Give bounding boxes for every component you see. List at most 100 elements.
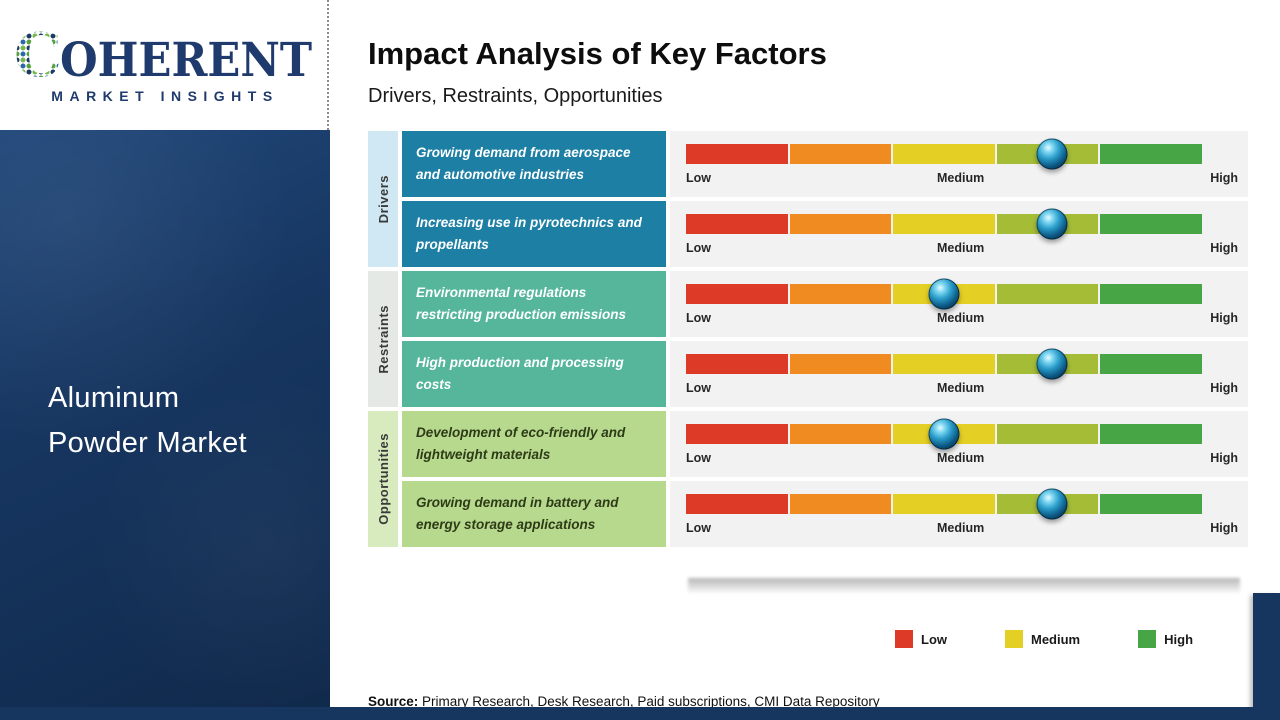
scale-segment-orange (789, 144, 892, 164)
scale-label-low: Low (686, 241, 711, 255)
scale-segment-yellow (893, 214, 995, 234)
scale-segment-orange (789, 214, 892, 234)
scale-label-high: High (1210, 451, 1238, 465)
legend-swatch-medium (1005, 630, 1023, 648)
factor-text: Development of eco-friendly and lightwei… (402, 411, 666, 477)
source-note: Source: Primary Research, Desk Research,… (368, 694, 880, 709)
factor-row: Environmental regulations restricting pr… (402, 271, 1248, 337)
impact-scale-bar (686, 208, 1202, 240)
scale-label-medium: Medium (936, 521, 985, 535)
impact-marker (1036, 138, 1068, 170)
bottom-accent-strip (0, 707, 1280, 720)
scale-segment-green (1100, 354, 1202, 374)
factor-row: Growing demand in battery and energy sto… (402, 481, 1248, 547)
page-title: Impact Analysis of Key Factors (368, 36, 827, 71)
scale-segment-green (1100, 284, 1202, 304)
legend-label: High (1164, 631, 1194, 647)
scale-segment-orange (789, 494, 892, 514)
factor-row: Development of eco-friendly and lightwei… (402, 411, 1248, 477)
scale-label-medium: Medium (936, 311, 985, 325)
brand-logo-wordmark: C OHERENT (14, 27, 312, 85)
impact-marker (1036, 488, 1068, 520)
legend-item-low: Low (895, 630, 947, 648)
reflection-shadow (688, 578, 1240, 594)
scale-segment-red (686, 214, 788, 234)
impact-bar-panel: Low Medium High (670, 481, 1248, 547)
group-label-opportunities: Opportunities (368, 411, 398, 547)
page-subtitle: Drivers, Restraints, Opportunities (368, 85, 663, 107)
scale-segment-olive (996, 284, 1099, 304)
impact-marker (928, 418, 960, 450)
impact-scale-bar (686, 418, 1202, 450)
factor-text: Increasing use in pyrotechnics and prope… (402, 201, 666, 267)
group-opportunities: Opportunities Development of eco-friendl… (368, 411, 1248, 547)
legend-label: Low (921, 631, 947, 647)
factor-text: High production and processing costs (402, 341, 666, 407)
legend: Low Medium High (895, 630, 1193, 648)
impact-analysis-chart: Drivers Growing demand from aerospace an… (368, 131, 1248, 551)
factor-text: Growing demand in battery and energy sto… (402, 481, 666, 547)
impact-scale-bar (686, 278, 1202, 310)
scale-labels: Low Medium High (686, 241, 1238, 255)
sidebar: Aluminum Powder Market (0, 130, 330, 720)
group-label-text: Restraints (375, 304, 391, 374)
factor-text: Environmental regulations restricting pr… (402, 271, 666, 337)
scale-segment-red (686, 424, 788, 444)
scale-segment-green (1100, 424, 1202, 444)
group-restraints: Restraints Environmental regulations res… (368, 271, 1248, 407)
brand-mosaic-c: C (14, 27, 62, 85)
factor-row: Increasing use in pyrotechnics and prope… (402, 201, 1248, 267)
scale-segment-orange (789, 424, 892, 444)
corner-accent-block (1253, 593, 1280, 720)
scale-label-medium: Medium (936, 381, 985, 395)
factor-text: Growing demand from aerospace and automo… (402, 131, 666, 197)
scale-label-high: High (1210, 311, 1238, 325)
scale-label-low: Low (686, 521, 711, 535)
scale-labels: Low Medium High (686, 311, 1238, 325)
scale-segment-red (686, 494, 788, 514)
scale-label-high: High (1210, 171, 1238, 185)
dotted-divider (327, 0, 329, 130)
scale-labels: Low Medium High (686, 171, 1238, 185)
impact-bar-panel: Low Medium High (670, 131, 1248, 197)
report-title-line1: Aluminum (48, 382, 180, 414)
scale-labels: Low Medium High (686, 521, 1238, 535)
scale-label-low: Low (686, 451, 711, 465)
scale-label-low: Low (686, 171, 711, 185)
impact-marker (1036, 348, 1068, 380)
scale-label-medium: Medium (936, 241, 985, 255)
scale-segment-green (1100, 214, 1202, 234)
source-text: Primary Research, Desk Research, Paid su… (418, 694, 880, 709)
brand-logo: C OHERENT MARKET INSIGHTS (0, 0, 330, 130)
scale-segment-yellow (893, 494, 995, 514)
scale-segment-red (686, 284, 788, 304)
scale-segment-orange (789, 354, 892, 374)
main-content: Impact Analysis of Key Factors Drivers, … (330, 0, 1280, 720)
scale-segment-red (686, 354, 788, 374)
scale-segment-yellow (893, 144, 995, 164)
scale-label-low: Low (686, 311, 711, 325)
impact-scale-bar (686, 348, 1202, 380)
brand-name-text: OHERENT (60, 33, 312, 85)
legend-label: Medium (1031, 631, 1081, 647)
impact-marker (1036, 208, 1068, 240)
scale-segment-orange (789, 284, 892, 304)
scale-segment-olive (996, 424, 1099, 444)
group-drivers: Drivers Growing demand from aerospace an… (368, 131, 1248, 267)
report-title: Aluminum Powder Market (48, 376, 247, 466)
scale-label-low: Low (686, 381, 711, 395)
brand-tagline: MARKET INSIGHTS (51, 87, 279, 104)
scale-segment-green (1100, 144, 1202, 164)
scale-label-high: High (1210, 381, 1238, 395)
scale-segment-red (686, 144, 788, 164)
impact-scale-bar (686, 138, 1202, 170)
scale-labels: Low Medium High (686, 381, 1238, 395)
scale-label-medium: Medium (936, 451, 985, 465)
scale-label-medium: Medium (936, 171, 985, 185)
source-label: Source: (368, 694, 419, 709)
group-label-restraints: Restraints (368, 271, 398, 407)
impact-bar-panel: Low Medium High (670, 271, 1248, 337)
group-label-text: Opportunities (375, 433, 391, 525)
impact-scale-bar (686, 488, 1202, 520)
scale-label-high: High (1210, 241, 1238, 255)
